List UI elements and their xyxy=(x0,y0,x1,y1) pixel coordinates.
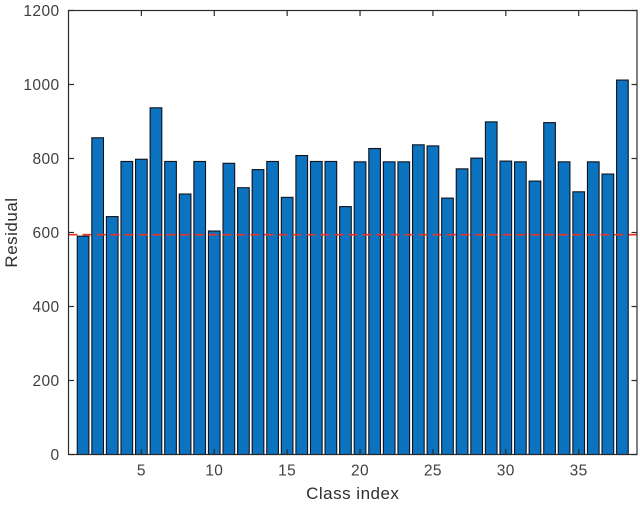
bar-class-37 xyxy=(601,173,615,456)
bar-class-9 xyxy=(193,160,207,456)
bar-class-16 xyxy=(295,154,309,456)
bar-class-18 xyxy=(324,160,338,456)
y-tick-label: 0 xyxy=(50,447,59,464)
bar-class-38 xyxy=(616,79,629,456)
x-tick-label: 35 xyxy=(570,463,588,480)
bar-class-27 xyxy=(455,168,469,456)
bar-class-36 xyxy=(586,161,600,456)
bar-class-2 xyxy=(91,137,105,456)
x-tick-label: 20 xyxy=(351,463,369,480)
y-tick-label: 1000 xyxy=(23,77,59,94)
bar-class-26 xyxy=(441,197,454,456)
bar-class-35 xyxy=(572,191,586,456)
bar-class-25 xyxy=(426,145,440,456)
bar-class-19 xyxy=(339,206,352,456)
bar-class-31 xyxy=(513,161,527,456)
bar-class-21 xyxy=(368,147,381,456)
bar-class-5 xyxy=(135,158,148,456)
x-tick-label: 30 xyxy=(497,463,515,480)
bar-class-14 xyxy=(266,160,279,456)
bar-class-23 xyxy=(397,161,411,456)
bar-class-10 xyxy=(207,230,221,456)
y-tick-label: 400 xyxy=(32,299,59,316)
y-tick-label: 600 xyxy=(32,225,59,242)
x-tick-label: 5 xyxy=(137,463,146,480)
axes xyxy=(67,9,638,456)
bar-class-22 xyxy=(382,161,396,456)
bar-class-20 xyxy=(353,161,367,456)
bar-class-3 xyxy=(105,216,119,456)
bar-class-32 xyxy=(528,180,542,456)
bar-class-28 xyxy=(470,157,484,456)
tick-labels: 5 10 15 20 25 30 35 0 200 400 600 800 1000 1200 xyxy=(23,3,587,480)
x-tick-label: 10 xyxy=(205,463,223,480)
bar-class-1 xyxy=(76,235,90,456)
bar-class-7 xyxy=(164,160,177,456)
bar-class-29 xyxy=(484,121,498,456)
bar-class-24 xyxy=(411,144,425,456)
y-tick-label: 800 xyxy=(32,151,59,168)
bar-class-17 xyxy=(309,160,323,456)
bar-class-30 xyxy=(499,160,513,456)
bar-class-15 xyxy=(280,196,294,456)
bars xyxy=(76,79,629,456)
bar-class-13 xyxy=(251,169,265,456)
bar-class-33 xyxy=(543,122,556,456)
bar-class-12 xyxy=(237,187,250,456)
bar-class-6 xyxy=(149,107,163,456)
y-tick-label: 1200 xyxy=(23,3,59,20)
bar-class-8 xyxy=(178,193,192,456)
bar-class-34 xyxy=(557,161,571,456)
x-tick-label: 15 xyxy=(278,463,296,480)
x-axis-label: Class index xyxy=(306,484,399,503)
x-tick-label: 25 xyxy=(424,463,442,480)
y-axis-label: Residual xyxy=(2,197,21,267)
y-tick-label: 200 xyxy=(32,373,59,390)
bar-class-4 xyxy=(120,160,134,456)
bar-class-11 xyxy=(222,162,236,456)
